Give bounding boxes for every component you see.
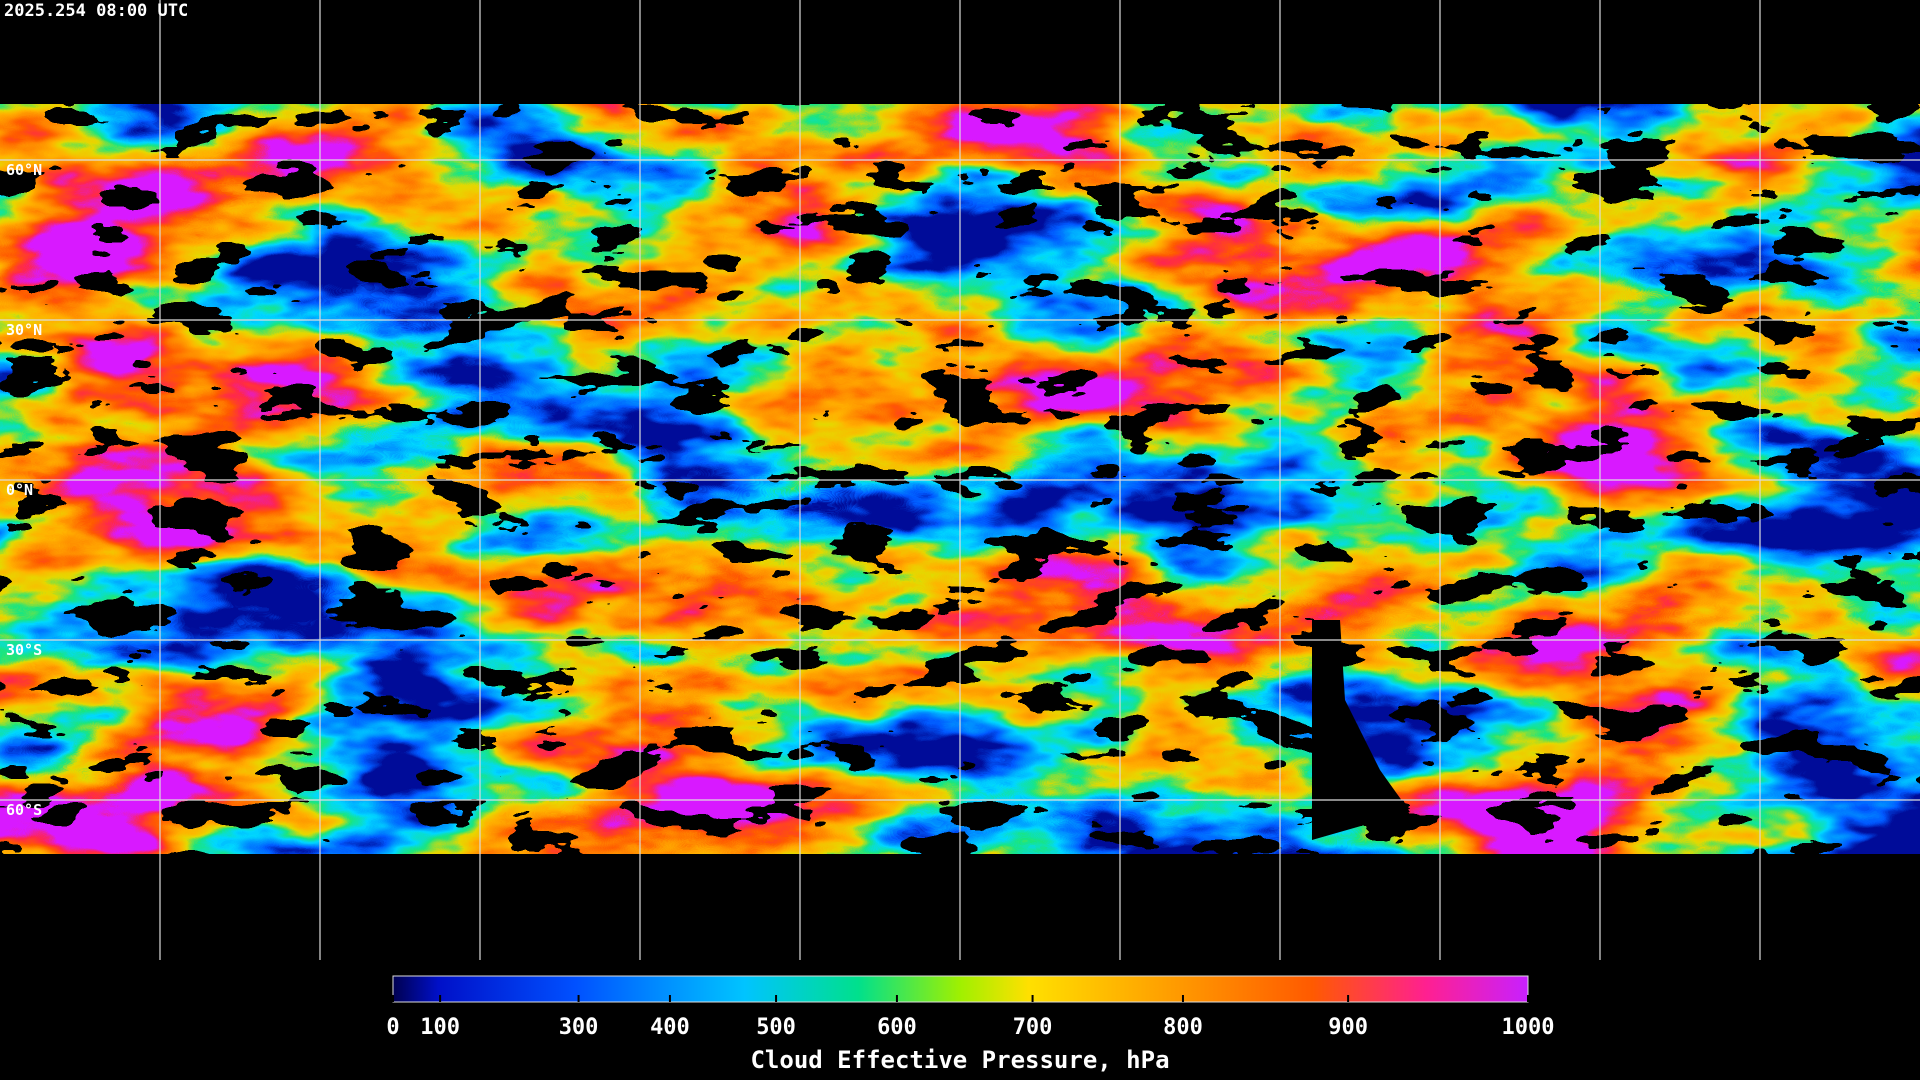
latitude-label: 60°N (6, 161, 42, 179)
latitude-grid: 60°N 30°N 0°N 30°S 60°S (0, 159, 1920, 819)
colorbar-title: Cloud Effective Pressure, hPa (750, 1046, 1169, 1074)
colorbar-tick-label: 700 (1013, 1015, 1053, 1040)
colorbar-tick-label: 800 (1163, 1015, 1203, 1040)
latitude-label: 30°N (6, 321, 42, 339)
colorbar-tick-label: 400 (650, 1015, 690, 1040)
colorbar-tick-label: 500 (756, 1015, 796, 1040)
colorbar-tick-label: 100 (420, 1015, 460, 1040)
latitude-label: 30°S (6, 641, 42, 659)
timestamp: 2025.254 08:00 UTC (4, 1, 188, 21)
latitude-label: 60°S (6, 801, 42, 819)
colorbar-tick-label: 0 (386, 1015, 399, 1040)
colorbar-tick-label: 600 (877, 1015, 917, 1040)
data-gap (1312, 620, 1410, 840)
colorbar (392, 975, 1529, 1003)
colorbar-axis: 0 100 300 400 500 600 700 800 900 1000 (386, 995, 1554, 1040)
colorbar-tick-label: 900 (1328, 1015, 1368, 1040)
latitude-label: 0°N (6, 481, 33, 499)
colorbar-tick-label: 1000 (1502, 1015, 1555, 1040)
colorbar-tick-label: 300 (559, 1015, 599, 1040)
